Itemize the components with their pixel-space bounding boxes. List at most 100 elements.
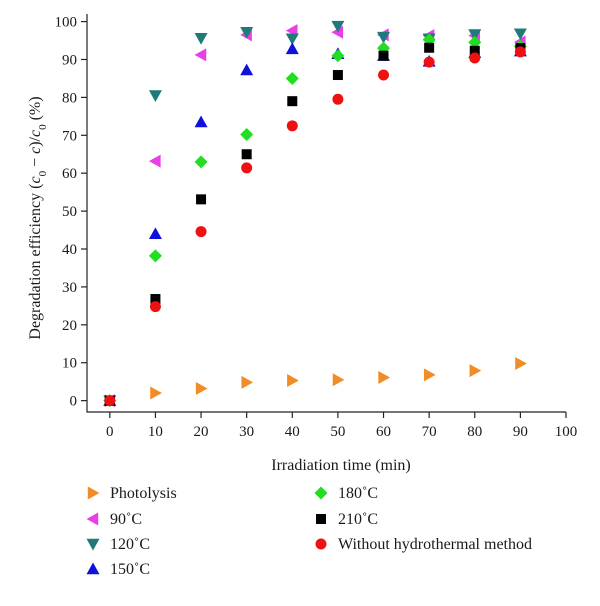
data-point (423, 56, 435, 68)
data-point (513, 28, 527, 41)
legend-marker (86, 512, 99, 526)
legend-item: 120˚C (86, 536, 150, 553)
series-4 (103, 33, 527, 408)
data-point (195, 226, 207, 238)
y-tick-label: 60 (62, 166, 77, 182)
data-point (469, 45, 480, 56)
data-point (424, 42, 435, 53)
x-tick-label: 70 (422, 424, 437, 440)
data-point (148, 154, 161, 168)
legend-label: 90˚C (110, 511, 142, 528)
data-point (514, 46, 526, 58)
data-point (332, 70, 343, 81)
data-point (241, 149, 252, 160)
legend-label: 210˚C (338, 511, 378, 528)
y-axis-label: Degradation efficiency (c0 − c)/c0 (%) (27, 96, 49, 339)
data-point (331, 25, 344, 39)
legend: Photolysis 90˚C 120˚C 150˚C 180˚C 210˚C Withou… (86, 485, 532, 578)
data-point (515, 356, 527, 370)
y-tick-label: 0 (70, 394, 78, 410)
x-tick-label: 40 (285, 424, 300, 440)
data-point (378, 371, 391, 385)
x-tick-label: 90 (513, 424, 528, 440)
data-point (468, 29, 482, 41)
y-label-c2: c (27, 147, 44, 154)
y-label-sub3: 0 (37, 124, 49, 130)
data-point (423, 368, 436, 382)
x-tick-label: 0 (106, 424, 114, 440)
y-label-slash: )/ (27, 136, 44, 146)
data-point (194, 33, 208, 45)
x-axis-label: Irradiation time (min) (271, 457, 411, 474)
data-point (468, 35, 482, 49)
legend-item: Without hydrothermal method (315, 536, 532, 553)
data-point (148, 90, 162, 102)
data-point (332, 373, 345, 387)
data-point (469, 364, 482, 378)
data-point (287, 374, 299, 388)
y-axis-ticks: 0 10 20 30 40 50 60 70 80 90 100 (55, 15, 87, 410)
data-point (285, 71, 299, 85)
legend-item: Photolysis (87, 485, 177, 502)
x-tick-label: 80 (467, 424, 482, 440)
data-point (378, 50, 389, 61)
y-tick-label: 50 (62, 204, 77, 220)
data-point (240, 26, 254, 39)
y-tick-label: 10 (62, 356, 77, 372)
plot-area (86, 14, 566, 413)
series-5 (104, 42, 526, 406)
x-tick-label: 50 (330, 424, 345, 440)
data-point (196, 194, 207, 205)
y-label-c: c (27, 176, 44, 183)
legend-marker (86, 538, 100, 551)
x-axis-ticks: 0 10 20 30 40 50 60 70 80 90 100 (106, 412, 577, 440)
data-point (377, 31, 391, 44)
y-tick-label: 20 (62, 318, 77, 334)
data-point (149, 301, 161, 313)
legend-marker (315, 538, 327, 550)
y-tick-label: 80 (62, 90, 77, 106)
data-point (194, 115, 208, 128)
axis-frame (86, 14, 566, 413)
data-point (285, 42, 299, 55)
data-point (241, 375, 254, 389)
legend-label: 150˚C (110, 561, 150, 578)
legend-marker (314, 486, 328, 500)
y-label-sub: 0 (37, 170, 49, 176)
legend-label: 180˚C (338, 485, 378, 502)
y-label-minus: − (27, 154, 44, 171)
data-point (286, 120, 298, 132)
legend-item: 150˚C (86, 561, 150, 578)
y-label-prefix: Degradation efficiency ( (27, 184, 44, 340)
series-6 (104, 46, 526, 407)
legend-item: 180˚C (314, 485, 378, 502)
data-point (287, 96, 298, 107)
data-point (240, 63, 254, 76)
y-tick-label: 30 (62, 280, 77, 296)
legend-item: 90˚C (86, 511, 142, 528)
legend-label: Photolysis (110, 485, 177, 502)
x-tick-label: 20 (194, 424, 209, 440)
legend-label: Without hydrothermal method (338, 536, 532, 553)
y-label-suffix: (%) (27, 96, 44, 124)
y-tick-label: 100 (55, 15, 78, 31)
x-tick-label: 10 (148, 424, 163, 440)
x-tick-label: 60 (376, 424, 391, 440)
data-point (195, 381, 208, 395)
data-point (332, 93, 344, 105)
x-tick-label: 100 (555, 424, 578, 440)
data-point (150, 386, 162, 400)
data-point (285, 33, 299, 46)
y-label-c3: c (27, 130, 44, 137)
series-0 (104, 356, 527, 408)
data-point (148, 227, 162, 240)
data-point (148, 249, 162, 263)
data-series (103, 20, 527, 408)
y-tick-label: 40 (62, 242, 77, 258)
legend-label: 120˚C (110, 536, 150, 553)
data-point (150, 294, 161, 305)
series-3 (103, 42, 527, 406)
data-point (331, 20, 345, 33)
legend-item: 210˚C (316, 511, 378, 528)
